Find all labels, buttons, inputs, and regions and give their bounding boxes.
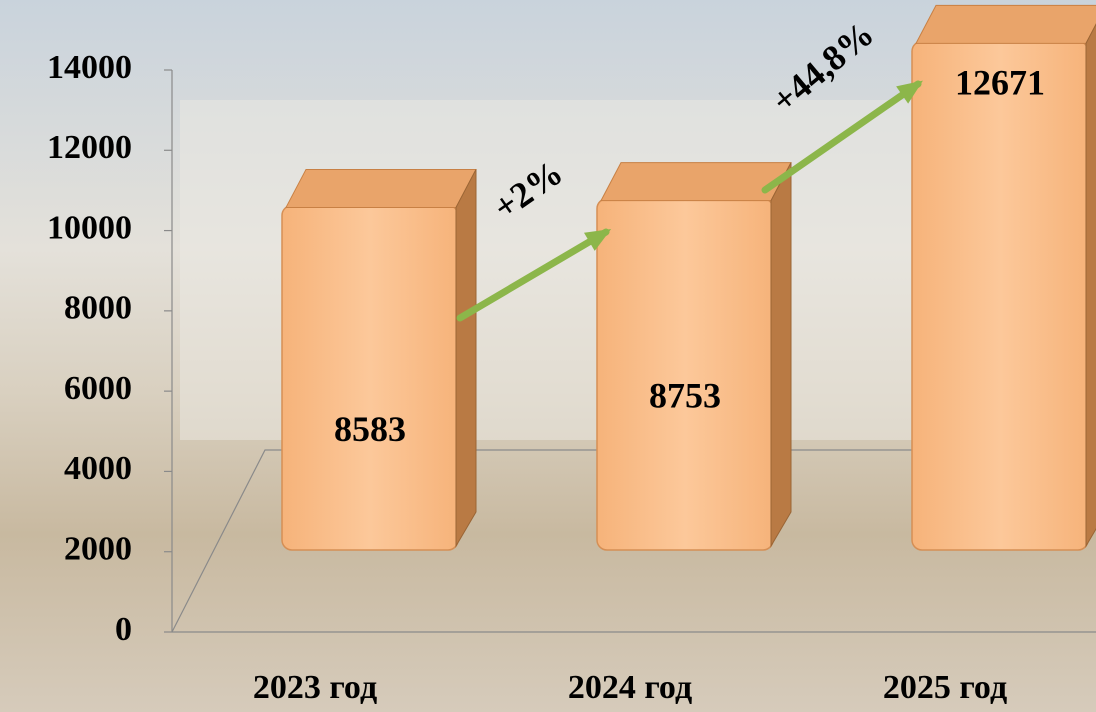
- y-tick-label: 10000: [47, 209, 132, 246]
- bar-top: [600, 162, 792, 202]
- bar-top: [285, 168, 477, 208]
- y-tick-label: 14000: [47, 49, 132, 86]
- bar-group: [281, 168, 477, 551]
- bar-top: [915, 4, 1096, 44]
- bar: [596, 197, 774, 551]
- plot: 0 2000 4000 6000 8000 10000 12000 14000 8583 2023…: [47, 4, 1096, 706]
- bar-side: [770, 162, 792, 548]
- y-tick-label: 8000: [64, 290, 132, 327]
- y-tick-label: 2000: [64, 531, 132, 568]
- bar-group: [596, 162, 792, 551]
- x-tick-label: 2024 год: [568, 669, 692, 706]
- bar-group: [911, 4, 1096, 551]
- floor: [171, 449, 1096, 633]
- arrow: [456, 228, 610, 322]
- y-tick-label: 4000: [64, 450, 132, 487]
- arrow-head: [896, 80, 923, 104]
- arrow: [761, 80, 922, 194]
- y-tick-label: 0: [115, 611, 132, 648]
- x-tick-label: 2023 год: [253, 669, 377, 706]
- value-label: 8583: [334, 409, 406, 449]
- x-tick-label: 2025 год: [883, 669, 1007, 706]
- arrow-head: [584, 228, 612, 251]
- value-label: 12671: [955, 63, 1045, 103]
- bar-side: [1085, 23, 1096, 548]
- bar-side: [455, 169, 477, 548]
- bar: [281, 204, 459, 551]
- y-tick-label: 6000: [64, 370, 132, 407]
- bar: [911, 40, 1089, 551]
- y-tick-label: 12000: [47, 129, 132, 166]
- value-label: 8753: [649, 376, 721, 416]
